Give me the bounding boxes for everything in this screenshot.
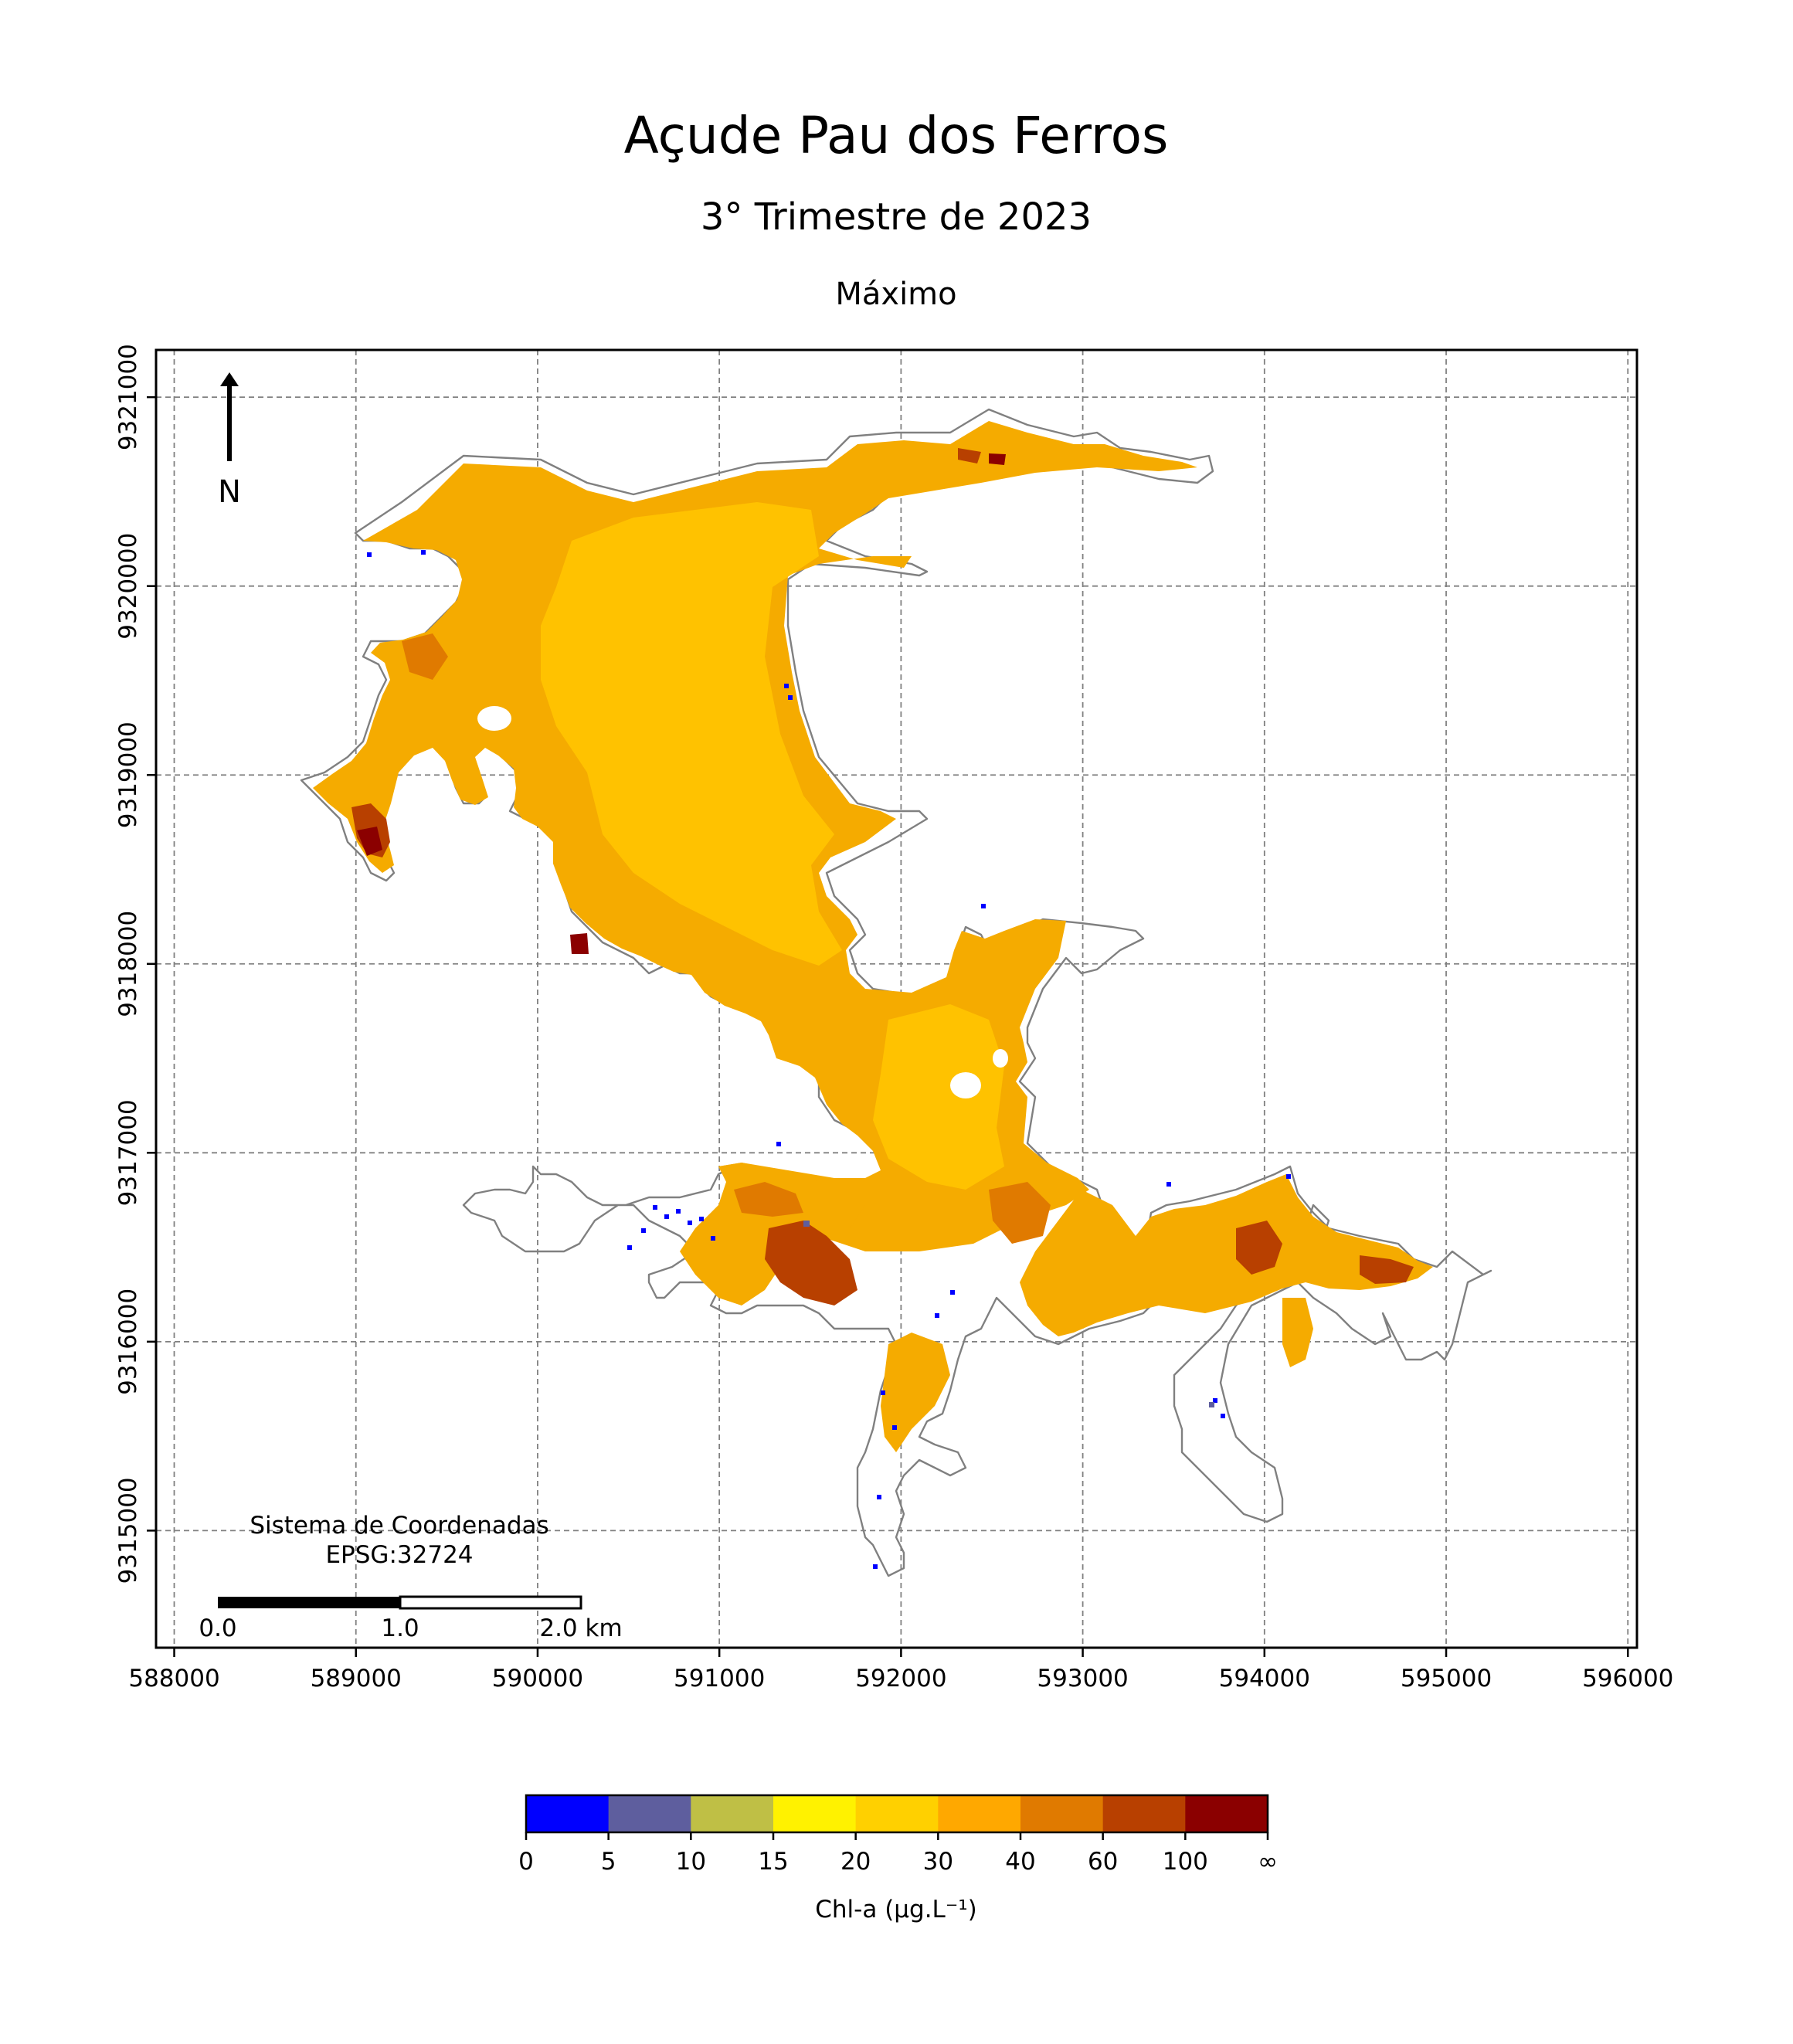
panel-title: Máximo — [835, 277, 956, 312]
colorbar-segment — [938, 1795, 1021, 1832]
colorbar-segment — [526, 1795, 610, 1832]
chl-veryhigh-east-tip — [989, 453, 1006, 465]
colorbar-segment — [773, 1795, 857, 1832]
scale-bar-white-segment — [399, 1595, 582, 1610]
colorbar-tick-label: 10 — [676, 1848, 706, 1876]
chl-low-pixels — [367, 550, 1291, 1569]
scale-bar: 0.0 1.0 2.0 km — [199, 1595, 623, 1642]
colorbar-segment — [691, 1795, 774, 1832]
chl-region-north-inner — [541, 502, 842, 966]
chl-high-east-tip — [958, 448, 981, 463]
colorbar-segment — [855, 1795, 939, 1832]
north-arrow-head — [220, 372, 239, 386]
colorbar: 0 5 10 15 20 30 40 60 100 ∞ — [518, 1794, 1278, 1876]
colorbar-frame — [525, 1794, 1269, 1834]
x-tick-label: 593000 — [1037, 1665, 1128, 1693]
y-tick-label: 9318000 — [114, 911, 142, 1017]
colorbar-tick-label: 60 — [1088, 1848, 1118, 1876]
scale-bar-black-segment — [218, 1597, 400, 1608]
island — [950, 1072, 981, 1098]
chl-high-north-west — [402, 633, 448, 680]
x-tick-label: 596000 — [1582, 1665, 1673, 1693]
scale-label-1: 1.0 — [381, 1614, 419, 1642]
island — [993, 1049, 1008, 1068]
x-tick-label: 592000 — [855, 1665, 946, 1693]
colorbar-tick-label: 0 — [518, 1848, 534, 1876]
colorbar-tick-label: 15 — [758, 1848, 788, 1876]
colorbar-tick-label: ∞ — [1258, 1848, 1278, 1876]
y-tick-label: 9320000 — [114, 533, 142, 640]
chl-high-southwest-2 — [734, 1182, 803, 1217]
colorbar-segment — [608, 1795, 691, 1832]
map-subtitle: 3° Trimestre de 2023 — [701, 195, 1092, 239]
north-arrow: N — [218, 372, 241, 510]
y-tick-label: 9317000 — [114, 1099, 142, 1206]
island — [477, 706, 511, 731]
y-tick-label: 9321000 — [114, 344, 142, 450]
chl-region-southeast — [1282, 1298, 1313, 1367]
chl-veryhigh-west — [357, 827, 382, 856]
x-tick-label: 594000 — [1219, 1665, 1310, 1693]
colorbar-tick-label: 5 — [601, 1848, 616, 1876]
scale-label-0: 0.0 — [199, 1614, 236, 1642]
x-tick-label: 595000 — [1401, 1665, 1492, 1693]
chl-high-southwest — [765, 1221, 857, 1306]
x-tick-label: 589000 — [311, 1665, 402, 1693]
colorbar-tick-label: 40 — [1005, 1848, 1035, 1876]
chl-mid-low-pixels — [803, 1221, 1214, 1407]
chl-region-south — [881, 1333, 950, 1452]
colorbar-segment — [1185, 1795, 1268, 1832]
x-tick-label: 590000 — [492, 1665, 583, 1693]
colorbar-segment — [1102, 1795, 1186, 1832]
chl-region-central-inner — [873, 1004, 1004, 1190]
chl-high-central — [989, 1182, 1051, 1244]
axes-frame — [155, 348, 1638, 1649]
chl-raster — [313, 421, 1433, 1569]
y-axis-ticks: 9315000 9316000 9317000 9318000 9319000 93200… — [114, 344, 156, 1584]
colorbar-tick-label: 100 — [1163, 1848, 1208, 1876]
scale-label-2: 2.0 km — [539, 1614, 622, 1642]
chl-high-south-pit — [570, 933, 589, 954]
chl-region-east — [1020, 1174, 1433, 1336]
x-tick-label: 591000 — [674, 1665, 765, 1693]
colorbar-tick-label: 30 — [923, 1848, 953, 1876]
crs-code: EPSG:32724 — [325, 1541, 473, 1569]
x-axis-ticks: 588000 589000 590000 591000 592000 593000 5940… — [128, 1648, 1673, 1693]
crs-label: Sistema de Coordenadas — [250, 1512, 548, 1540]
colorbar-tick-label: 20 — [840, 1848, 871, 1876]
chl-high-east-2 — [1360, 1255, 1414, 1284]
y-tick-label: 9315000 — [114, 1477, 142, 1584]
colorbar-label: Chl-a (μg.L⁻¹) — [815, 1896, 976, 1923]
x-tick-label: 588000 — [128, 1665, 219, 1693]
y-tick-label: 9316000 — [114, 1289, 142, 1395]
chl-high-east — [1236, 1221, 1282, 1275]
map-title: Açude Pau dos Ferros — [624, 106, 1169, 165]
north-label: N — [218, 474, 241, 510]
y-tick-label: 9319000 — [114, 722, 142, 828]
colorbar-segment — [1020, 1795, 1104, 1832]
